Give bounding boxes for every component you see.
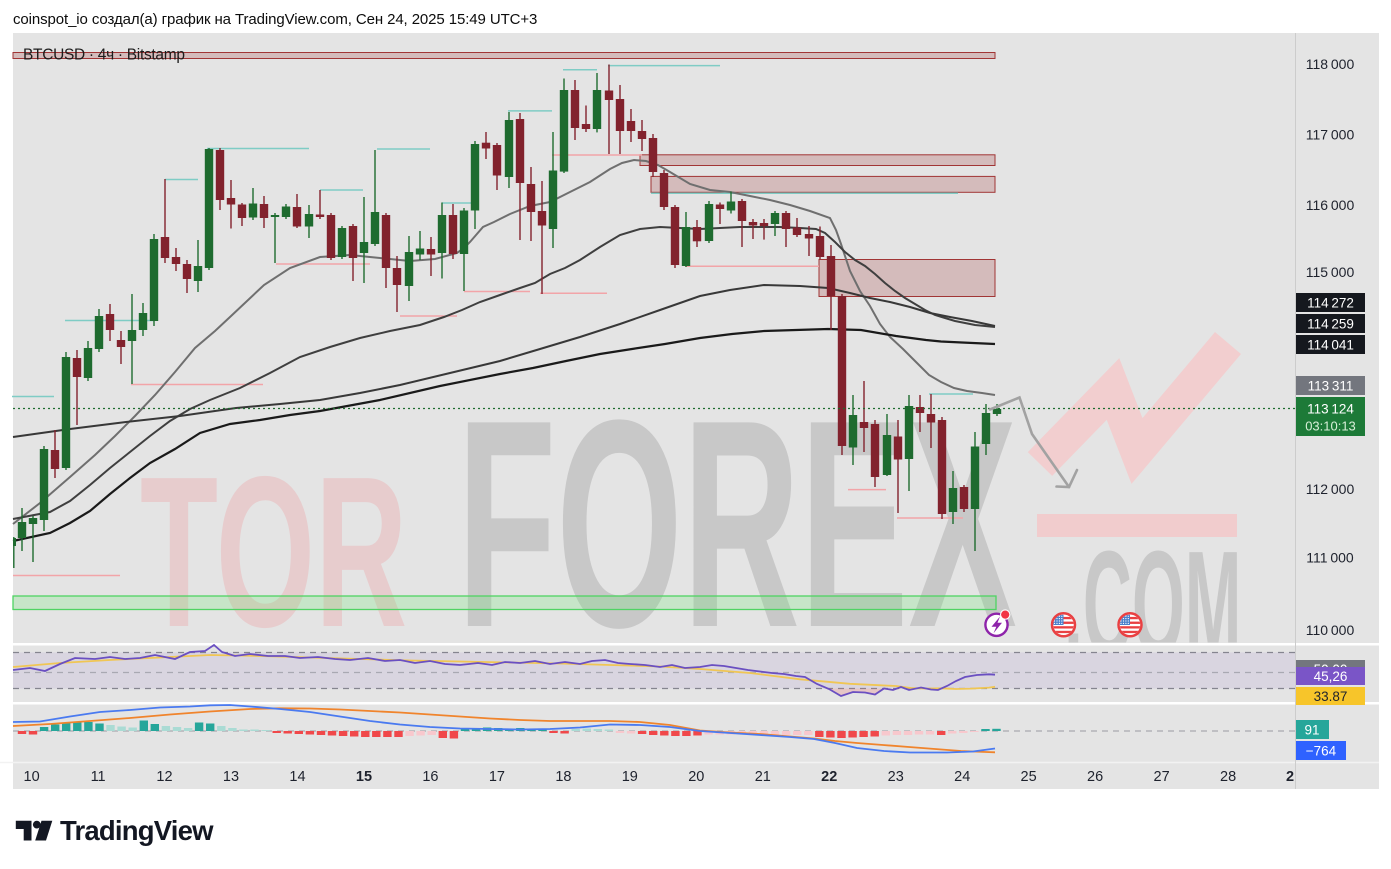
svg-text:24: 24 xyxy=(954,769,970,785)
svg-text:33.87: 33.87 xyxy=(1314,689,1348,704)
svg-text:TOR: TOR xyxy=(140,433,407,673)
svg-text:115 000: 115 000 xyxy=(1306,264,1355,280)
svg-text:25: 25 xyxy=(1021,769,1037,785)
svg-text:FOREX: FOREX xyxy=(457,358,1017,689)
svg-text:22: 22 xyxy=(821,769,837,785)
svg-text:45,26: 45,26 xyxy=(1314,669,1348,684)
svg-text:28: 28 xyxy=(1220,769,1236,785)
svg-text:110 000: 110 000 xyxy=(1306,622,1355,638)
svg-text:20: 20 xyxy=(688,769,704,785)
svg-text:117 000: 117 000 xyxy=(1306,126,1355,142)
svg-text:113 311: 113 311 xyxy=(1308,378,1354,393)
svg-text:114 041: 114 041 xyxy=(1307,337,1354,352)
svg-text:17: 17 xyxy=(489,769,505,785)
svg-text:118 000: 118 000 xyxy=(1306,56,1355,72)
svg-text:114 259: 114 259 xyxy=(1307,316,1354,331)
svg-text:14: 14 xyxy=(289,769,305,785)
svg-text:23: 23 xyxy=(888,769,904,785)
svg-text:91: 91 xyxy=(1304,722,1319,737)
svg-text:10: 10 xyxy=(24,769,40,785)
svg-text:coinspot_io создал(а) график н: coinspot_io создал(а) график на TradingV… xyxy=(13,11,537,28)
svg-text:26: 26 xyxy=(1087,769,1103,785)
svg-text:19: 19 xyxy=(622,769,638,785)
svg-text:21: 21 xyxy=(755,769,771,785)
svg-text:03:10:13: 03:10:13 xyxy=(1305,419,1356,434)
svg-text:113 124: 113 124 xyxy=(1307,402,1354,417)
svg-text:18: 18 xyxy=(555,769,571,785)
svg-text:2: 2 xyxy=(1286,769,1294,785)
svg-text:114 272: 114 272 xyxy=(1307,295,1354,310)
svg-text:12: 12 xyxy=(156,769,172,785)
svg-text:TradingView: TradingView xyxy=(60,815,214,846)
svg-text:15: 15 xyxy=(356,769,372,785)
svg-text:116 000: 116 000 xyxy=(1306,197,1355,213)
svg-text:27: 27 xyxy=(1154,769,1170,785)
svg-text:111 000: 111 000 xyxy=(1306,550,1354,566)
svg-text:.COM: .COM xyxy=(1064,519,1241,688)
svg-text:16: 16 xyxy=(422,769,438,785)
svg-text:112 000: 112 000 xyxy=(1306,481,1355,497)
svg-text:−764: −764 xyxy=(1306,743,1337,758)
svg-text:11: 11 xyxy=(91,769,106,785)
svg-text:13: 13 xyxy=(223,769,239,785)
svg-text:BTCUSD · 4ч · Bitstamp: BTCUSD · 4ч · Bitstamp xyxy=(23,47,185,64)
